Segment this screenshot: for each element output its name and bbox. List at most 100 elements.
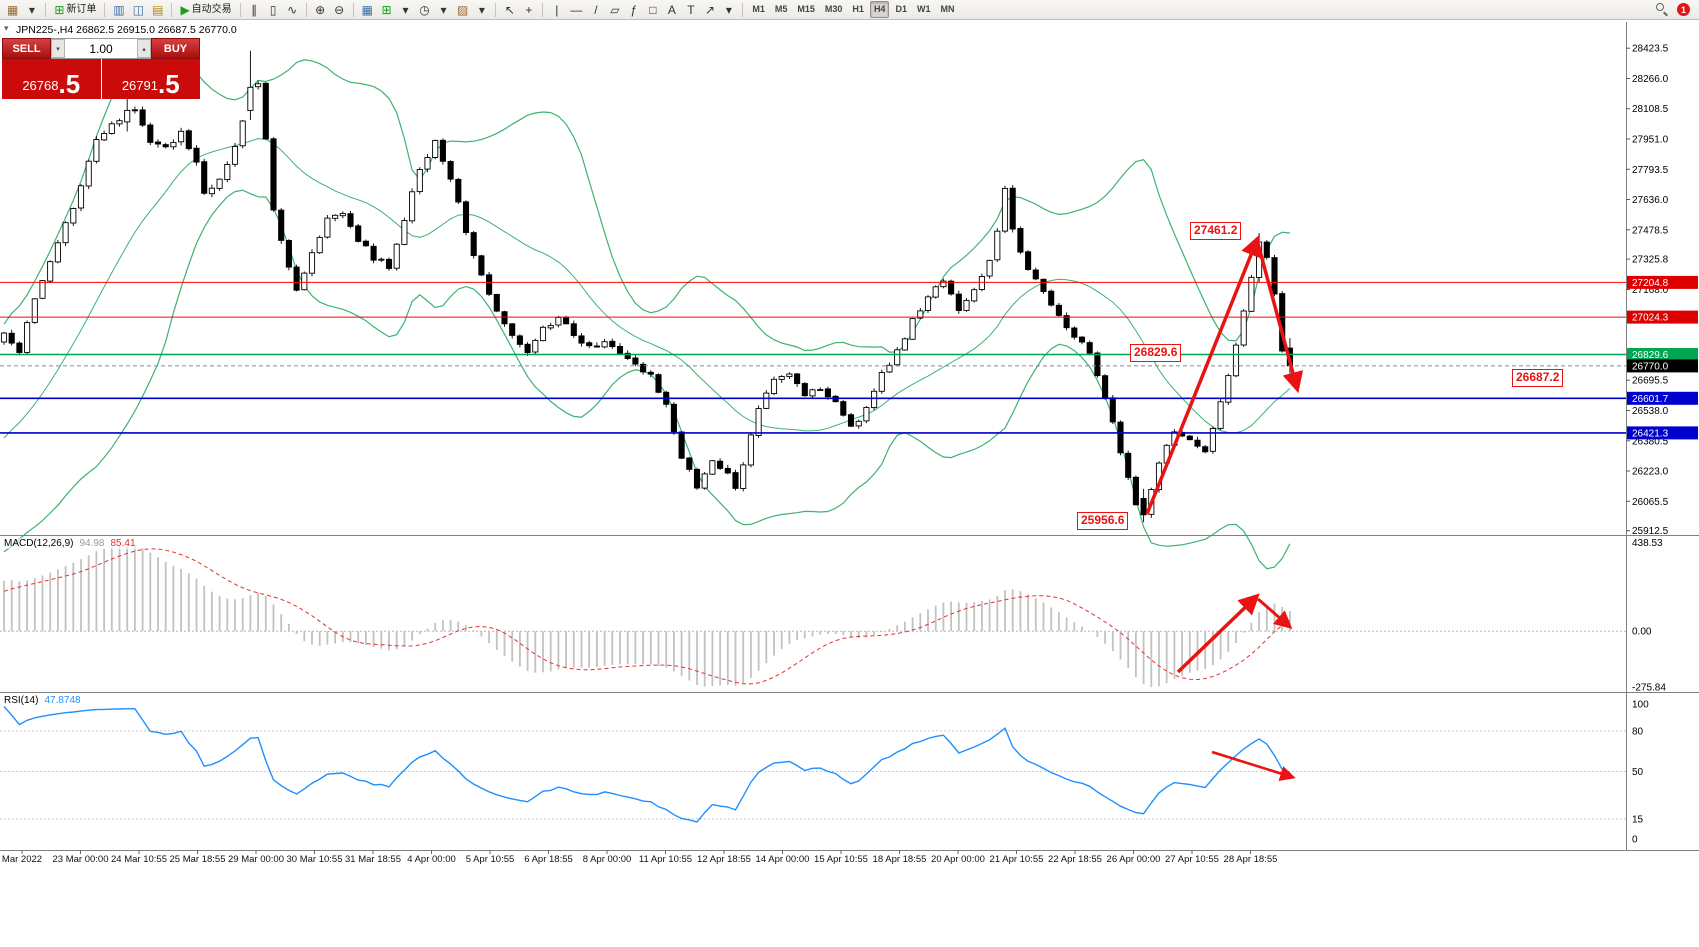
tf-h1-button[interactable]: H1	[852, 4, 864, 14]
tf-m30-button[interactable]: M30	[824, 4, 843, 14]
svg-text:14 Apr 00:00: 14 Apr 00:00	[756, 854, 810, 865]
market-watch-icon[interactable]: ▥	[110, 1, 127, 18]
svg-text:28423.5: 28423.5	[1632, 44, 1669, 55]
tf-w1-button[interactable]: W1	[916, 4, 931, 14]
price-annotation-3[interactable]: 25956.6	[1077, 512, 1129, 530]
buy-price-frac: .5	[157, 69, 180, 100]
search-icon[interactable]	[1656, 3, 1669, 17]
macd-histogram	[3, 545, 1291, 688]
tf-h4-button[interactable]: H4	[869, 1, 890, 18]
tile-windows-icon: ▦	[361, 2, 374, 17]
trend-arrow-3[interactable]	[1257, 597, 1293, 629]
vertical-line-icon[interactable]: |	[548, 1, 565, 18]
sell-price[interactable]: 26768.5	[2, 59, 101, 99]
trendline-icon[interactable]: /	[587, 1, 604, 18]
zoom-in-icon: ⊕	[315, 2, 326, 17]
tf-d1-button[interactable]: D1	[895, 4, 907, 14]
tf-m15-button[interactable]: M15	[797, 4, 815, 14]
periods-icon[interactable]: ◷	[416, 1, 433, 18]
trend-arrow-4[interactable]	[1211, 750, 1296, 781]
new-chart-button[interactable]: ▦	[4, 1, 21, 18]
macd-panel	[0, 545, 1626, 688]
candle-chart-icon[interactable]: ▯	[265, 1, 282, 18]
indicators-list-icon[interactable]: ⊞	[378, 1, 395, 18]
channel-icon[interactable]: ▱	[606, 1, 623, 18]
macd-signal-value: 85.41	[110, 538, 136, 549]
candles-layer	[0, 50, 1293, 523]
new-chart-dropdown-icon[interactable]: ▾	[23, 1, 40, 18]
arrows-dropdown-icon: ▾	[725, 2, 732, 17]
text-icon[interactable]: A	[663, 1, 680, 18]
rsi-value: 47.8748	[44, 695, 81, 706]
svg-text:26601.7: 26601.7	[1632, 394, 1669, 405]
macd-label: MACD(12,26,9) 94.98 85.41	[4, 538, 136, 549]
crosshair-icon[interactable]: +	[520, 1, 537, 18]
trend-arrows[interactable]	[1145, 235, 1304, 781]
new-order-icon: ⊞	[54, 2, 65, 17]
one-click-collapse-icon[interactable]: ▾	[4, 23, 9, 33]
zoom-out-icon[interactable]: ⊖	[331, 1, 348, 18]
trend-arrow-0[interactable]	[1145, 235, 1261, 515]
crosshair-icon: +	[525, 2, 533, 17]
svg-text:28 Apr 18:55: 28 Apr 18:55	[1224, 854, 1278, 865]
svg-text:31 Mar 18:55: 31 Mar 18:55	[345, 854, 401, 865]
toolbar-right: 1	[1656, 3, 1696, 17]
indicators-dropdown-icon[interactable]: ▾	[397, 1, 414, 18]
tf-m1-button[interactable]: M1	[752, 4, 765, 14]
volume-increase-button[interactable]: ▴	[137, 39, 151, 58]
tf-mn-button[interactable]: MN	[940, 4, 955, 14]
horizontal-line-icon[interactable]: —	[567, 1, 585, 18]
shapes-icon[interactable]: □	[644, 1, 661, 18]
cursor-icon[interactable]: ↖	[501, 1, 518, 18]
svg-text:11 Apr 10:55: 11 Apr 10:55	[639, 854, 692, 865]
fibonacci-icon[interactable]: ƒ	[625, 1, 642, 18]
trend-arrow-2[interactable]	[1176, 593, 1260, 674]
time-axis[interactable]: Mar 2022 23 Mar 00:00 24 Mar 10:55 25 Mar 1…	[2, 850, 1278, 865]
price-annotation-0[interactable]: 27461.2	[1190, 222, 1242, 240]
toolbar: ▦ ▾ ⊞ 新订单 ▥ ◫ ▤ ▶ 自动交易 ∥ ▯ ∿ ⊕ ⊖ ▦ ⊞ ▾ ◷ ▾ ▨ ▾ ↖ + | — / ▱ ƒ □ A T ↗ ▾ M1…	[0, 0, 1699, 20]
bar-chart-icon[interactable]: ∥	[246, 1, 263, 18]
svg-text:27793.5: 27793.5	[1632, 165, 1669, 176]
buy-button[interactable]: BUY	[151, 38, 200, 59]
navigator-icon[interactable]: ▤	[149, 1, 166, 18]
svg-text:26770.0: 26770.0	[1632, 361, 1669, 372]
price-axis[interactable]: 28423.5 28266.0 28108.5 27951.0 27793.5 27636…	[1626, 44, 1698, 846]
svg-text:15 Apr 10:55: 15 Apr 10:55	[814, 854, 868, 865]
arrows-dropdown-icon[interactable]: ▾	[720, 1, 737, 18]
arrows-icon[interactable]: ↗	[701, 1, 718, 18]
rsi-line	[3, 706, 1291, 823]
price-annotation-1[interactable]: 26829.6	[1130, 344, 1182, 362]
periods-dropdown-icon[interactable]: ▾	[435, 1, 452, 18]
volume-value[interactable]: 1.00	[89, 41, 113, 56]
volume-decrease-button[interactable]: ▾	[51, 39, 65, 58]
sell-button[interactable]: SELL	[2, 38, 51, 59]
text-icon: A	[667, 2, 676, 17]
autotrading-button[interactable]: ▶ 自动交易	[177, 1, 234, 18]
toolbar-separator	[104, 2, 106, 17]
templates-icon[interactable]: ▨	[454, 1, 471, 18]
svg-text:25912.5: 25912.5	[1632, 526, 1669, 537]
data-window-icon[interactable]: ◫	[130, 1, 147, 18]
zoom-in-icon[interactable]: ⊕	[312, 1, 329, 18]
new-order-button[interactable]: ⊞ 新订单	[51, 1, 99, 18]
zoom-out-icon: ⊖	[334, 2, 345, 17]
tf-m5-button[interactable]: M5	[774, 4, 788, 14]
horizontal-lines[interactable]	[0, 281, 1626, 434]
templates-dropdown-icon[interactable]: ▾	[473, 1, 490, 18]
line-chart-icon: ∿	[287, 2, 298, 17]
notification-badge[interactable]: 1	[1677, 3, 1690, 16]
trend-arrow-1[interactable]	[1255, 239, 1304, 394]
svg-text:29 Mar 00:00: 29 Mar 00:00	[228, 854, 284, 865]
trendline-icon: /	[594, 2, 598, 17]
label-icon[interactable]: T	[682, 1, 699, 18]
tile-windows-icon[interactable]: ▦	[359, 1, 376, 18]
line-chart-icon[interactable]: ∿	[284, 1, 301, 18]
price-annotation-2[interactable]: 26687.2	[1512, 369, 1564, 387]
sell-price-main: 26768	[22, 78, 59, 93]
buy-price[interactable]: 26791.5	[101, 59, 200, 100]
autotrading-icon: ▶	[180, 2, 190, 17]
svg-text:24 Mar 10:55: 24 Mar 10:55	[111, 854, 167, 865]
periods-icon: ◷	[419, 2, 430, 17]
new-order-button-label: 新订单	[66, 3, 97, 15]
